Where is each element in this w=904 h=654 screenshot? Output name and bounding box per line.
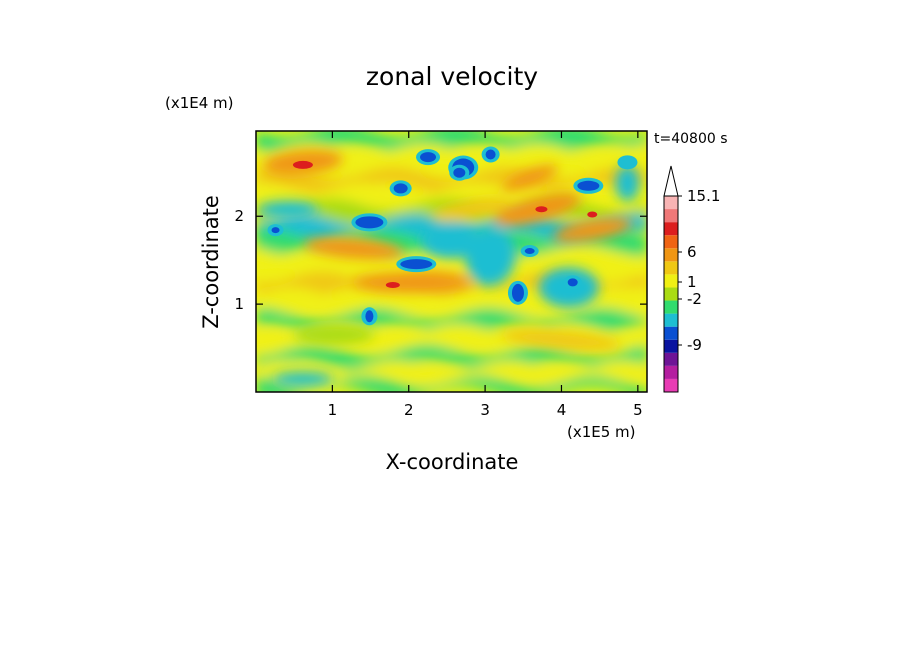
colorbar-segment [664,339,678,353]
x-unit-label: (x1E5 m) [567,423,636,441]
colorbar-segment [664,248,678,262]
plot-frame [255,130,648,393]
colorbar-label: 15.1 [687,187,720,205]
field-blob [257,201,318,218]
field-blob [615,165,640,202]
colorbar-segment [664,313,678,327]
colorbar-segment [664,235,678,249]
colorbar-label: -2 [687,290,702,308]
colorbar-extend-arrow [663,165,679,197]
field-blob [465,226,516,287]
core [524,248,535,255]
y-tick-label: 1 [234,295,244,313]
colorbar: 15.1 6 1-2 -9 [663,165,720,393]
colorbar-label: 6 [687,243,697,261]
y-axis-ticks: 12 [234,207,647,313]
x-tick-label: 3 [480,401,490,419]
core [511,283,524,302]
x-tick-label: 4 [557,401,567,419]
colorbar-segment [664,287,678,301]
field-blob [352,272,473,293]
field-blob [501,165,559,191]
colorbar-segment [664,326,678,340]
core [621,158,634,167]
colorbar-frame [663,195,679,393]
field-cores [267,146,638,326]
chart-title: zonal velocity [366,62,538,91]
core [577,180,600,191]
field-blob [294,324,375,345]
colorbar-segment [664,365,678,379]
colorbar-segment [664,261,678,275]
velocity-field [256,131,647,392]
colorbar-segment [664,300,678,314]
core [400,259,433,270]
core [271,227,280,234]
field-band [256,375,647,392]
colorbar-segment [664,222,678,236]
colorbar-segment [664,209,678,223]
x-tick-label: 2 [404,401,414,419]
field-blob [272,371,333,386]
y-unit-label: (x1E4 m) [165,94,234,112]
colorbar-segment [664,378,678,392]
field-peak [292,160,313,169]
x-axis-ticks: 1 2 3 4 5 [328,131,643,419]
field-blobs [257,149,640,386]
core [453,167,466,178]
colorbar-segment [664,274,678,288]
core [420,152,437,163]
field-blob [431,198,511,221]
x-tick-label: 5 [633,401,643,419]
x-tick-label: 1 [328,401,338,419]
field-peak [535,206,548,213]
colorbar-segment [664,352,678,366]
time-label: t=40800 s [654,131,728,147]
y-tick-label: 2 [234,207,244,225]
field-peak [587,211,598,218]
core [355,216,384,229]
colorbar-label: 1 [687,273,697,291]
field-blob [303,237,404,260]
x-axis-label: X-coordinate [386,450,519,474]
core [485,149,496,160]
core [567,278,578,287]
core [365,310,374,323]
field-peak [385,281,400,288]
field-blob [501,329,621,351]
colorbar-label: -9 [687,336,702,354]
field-blob [552,218,632,243]
y-axis-label: Z-coordinate [199,195,223,329]
core [393,183,408,194]
field-band [256,344,647,372]
colorbar-segment [664,196,678,210]
